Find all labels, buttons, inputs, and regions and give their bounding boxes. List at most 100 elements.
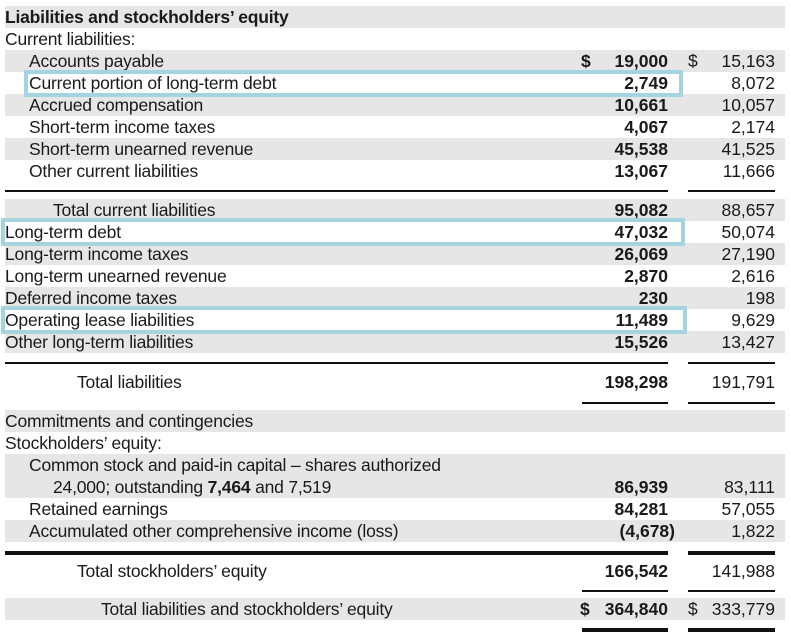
row-label: Total liabilities and stockholders’ equi… — [101, 599, 393, 619]
prior-year-value: 10,057 — [721, 95, 775, 115]
row-label-continued: 24,000; outstanding 7,464 and 7,519 — [53, 477, 331, 497]
prior-year-value: 83,111 — [724, 477, 775, 497]
current-year-value: 166,542 — [604, 561, 668, 581]
prior-year-value: 141,988 — [711, 561, 775, 581]
table-row: Current portion of long-term debt 2,749 8,… — [5, 72, 785, 94]
prior-year-value: 2,616 — [731, 266, 775, 286]
table-row: Long-term income taxes 26,069 27,190 — [5, 243, 785, 265]
table-row: Liabilities and stockholders’ equity — [5, 6, 785, 28]
prior-year-value: 8,072 — [731, 73, 775, 93]
table-row: Total liabilities 198,298 191,791 — [5, 371, 785, 393]
prior-year-value: 11,666 — [722, 161, 775, 181]
underline-rule — [5, 362, 668, 364]
prior-year-value: 13,427 — [721, 332, 775, 352]
table-row: Total stockholders’ equity 166,542 141,988 — [5, 560, 785, 582]
row-label: Accounts payable — [29, 51, 164, 71]
prior-year-value: 88,657 — [721, 200, 775, 220]
row-label: Other long-term liabilities — [5, 332, 194, 352]
row-label: Current portion of long-term debt — [29, 73, 277, 93]
prior-year-value: 41,525 — [721, 139, 775, 159]
table-row: Accrued compensation 10,661 10,057 — [5, 94, 785, 116]
row-label: Deferred income taxes — [5, 288, 177, 308]
current-year-value: 2,749 — [624, 73, 668, 93]
prior-year-value: 9,629 — [731, 310, 775, 330]
row-label: Accrued compensation — [29, 95, 204, 115]
underline-rule — [688, 628, 775, 632]
current-year-value: 86,939 — [614, 477, 668, 497]
current-year-value: (4,678) — [619, 521, 675, 541]
row-label: Commitments and contingencies — [5, 411, 254, 431]
label-part: and 7,519 — [250, 477, 332, 497]
table-row: Other long-term liabilities 15,526 13,427 — [5, 331, 785, 353]
highlight-box — [1, 218, 685, 246]
label-part: 24,000; outstanding — [53, 477, 208, 497]
dollar-sign: $ — [688, 599, 698, 619]
row-label: Long-term unearned revenue — [5, 266, 227, 286]
current-year-value: 47,032 — [614, 222, 668, 242]
row-label: Short-term unearned revenue — [29, 139, 254, 159]
current-year-value: 364,840 — [604, 599, 668, 619]
row-label: Common stock and paid-in capital – share… — [29, 455, 441, 475]
row-label: Long-term income taxes — [5, 244, 189, 264]
current-year-value: 2,870 — [624, 266, 668, 286]
table-row: Long-term unearned revenue 2,870 2,616 — [5, 265, 785, 287]
row-label: Retained earnings — [29, 499, 168, 519]
row-label: Current liabilities: — [5, 29, 136, 49]
prior-year-value: 1,822 — [731, 521, 775, 541]
dollar-sign: $ — [688, 51, 698, 71]
underline-rule — [5, 551, 668, 555]
current-year-value: 10,661 — [614, 95, 668, 115]
underline-rule — [688, 551, 775, 555]
dollar-sign: $ — [581, 51, 591, 71]
current-year-value: 26,069 — [614, 244, 668, 264]
underline-rule — [582, 402, 668, 404]
row-label: Other current liabilities — [29, 161, 199, 181]
underline-rule — [582, 590, 668, 592]
row-label: Short-term income taxes — [29, 117, 216, 137]
current-year-value: 45,538 — [614, 139, 668, 159]
current-year-value: 4,067 — [624, 117, 668, 137]
table-row: Short-term unearned revenue 45,538 41,525 — [5, 138, 785, 160]
table-row: Current liabilities: — [5, 28, 785, 50]
row-label: Total current liabilities — [53, 200, 216, 220]
current-year-value: 230 — [638, 288, 668, 308]
current-year-value: 198,298 — [604, 372, 668, 392]
prior-year-value: 333,779 — [711, 599, 775, 619]
row-label: Long-term debt — [5, 222, 121, 242]
table-row: Stockholders’ equity: — [5, 432, 785, 454]
table-row: Total current liabilities 95,082 88,657 — [5, 199, 785, 221]
prior-year-value: 15,163 — [721, 51, 775, 71]
dollar-sign: $ — [580, 599, 590, 619]
current-year-value: 95,082 — [614, 200, 668, 220]
current-year-value: 84,281 — [614, 499, 668, 519]
current-year-value: 13,067 — [614, 161, 668, 181]
current-year-value: 19,000 — [614, 51, 668, 71]
table-row: Short-term income taxes 4,067 2,174 — [5, 116, 785, 138]
prior-year-value: 2,174 — [731, 117, 775, 137]
table-row: Accumulated other comprehensive income (… — [5, 520, 785, 542]
row-label: Liabilities and stockholders’ equity — [5, 7, 289, 27]
underline-rule — [582, 628, 668, 632]
table-row: Deferred income taxes 230 198 — [5, 287, 785, 309]
table-row: Commitments and contingencies — [5, 410, 785, 432]
prior-year-value: 57,055 — [721, 499, 775, 519]
table-row: Total liabilities and stockholders’ equi… — [5, 598, 785, 620]
prior-year-value: 198 — [745, 288, 775, 308]
table-row: Accounts payable 19,000 15,163 $ $ — [5, 50, 785, 72]
table-row: Other current liabilities 13,067 11,666 — [5, 160, 785, 182]
prior-year-value: 50,074 — [721, 222, 775, 242]
row-label: Total stockholders’ equity — [77, 561, 267, 581]
table-row: Long-term debt 47,032 50,074 — [5, 221, 785, 243]
table-row: Common stock and paid-in capital – share… — [5, 454, 785, 498]
label-part: 7,464 — [207, 477, 251, 497]
underline-rule — [688, 362, 775, 364]
table-row: Retained earnings 84,281 57,055 — [5, 498, 785, 520]
underline-rule — [688, 590, 775, 592]
highlight-box — [1, 306, 687, 334]
prior-year-value: 191,791 — [711, 372, 775, 392]
row-label: Operating lease liabilities — [5, 310, 195, 330]
table-row: Operating lease liabilities 11,489 9,629 — [5, 309, 785, 331]
row-label: Stockholders’ equity: — [5, 433, 162, 453]
row-label: Accumulated other comprehensive income (… — [29, 521, 399, 541]
highlight-box — [24, 70, 683, 97]
